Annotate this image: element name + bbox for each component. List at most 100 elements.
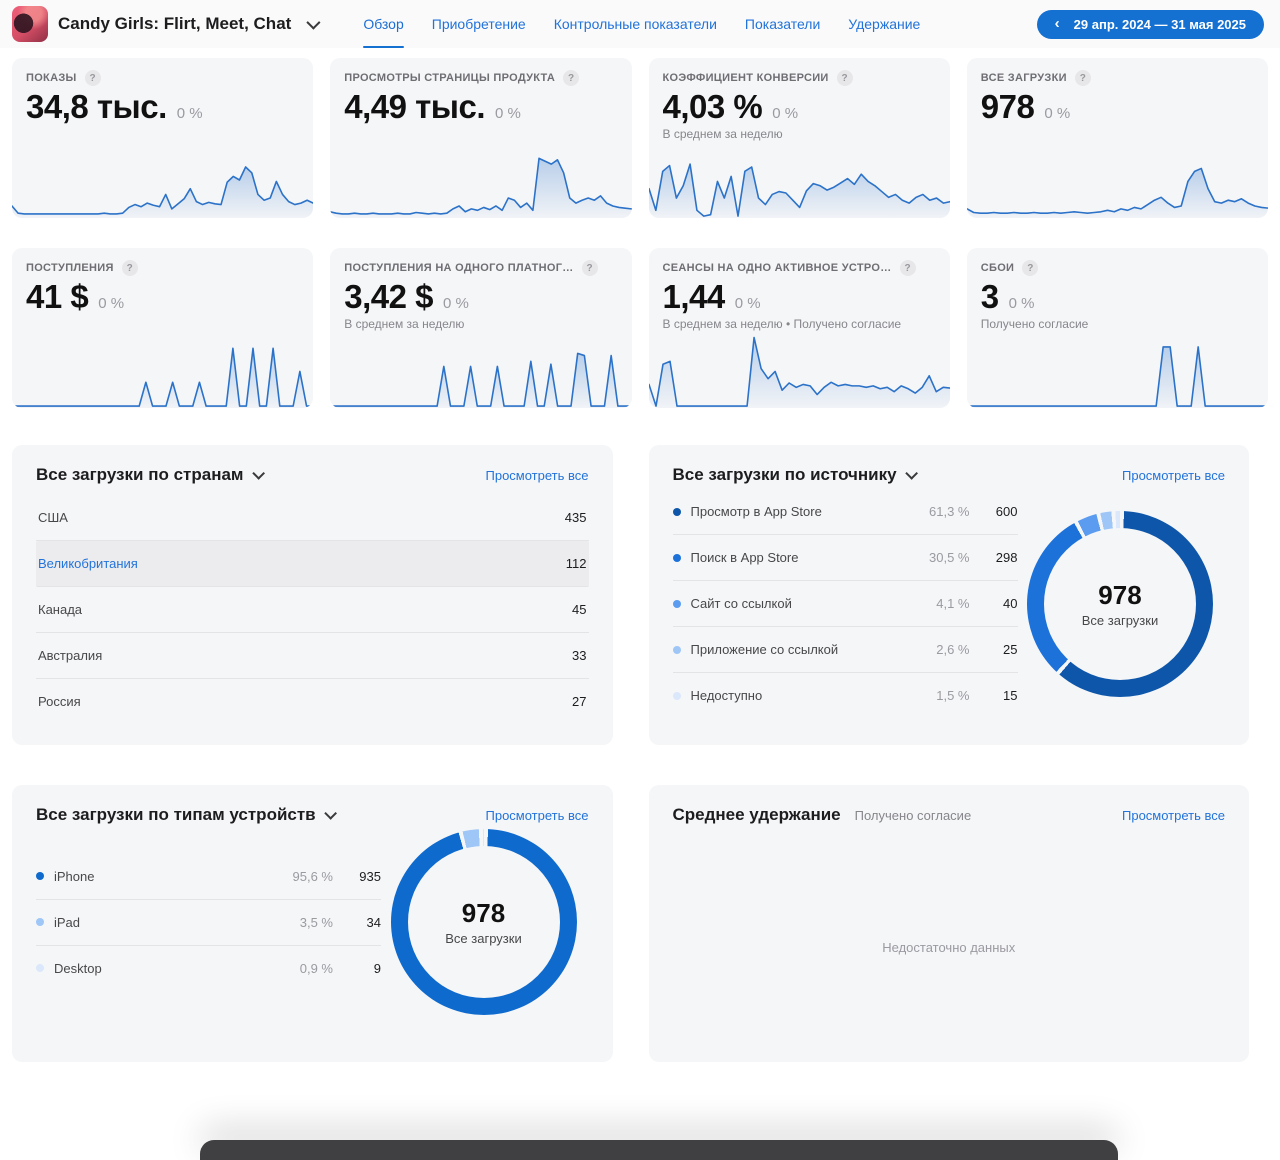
date-range-button[interactable]: ‹ 29 апр. 2024 — 31 мая 2025 — [1036, 9, 1264, 39]
metric-note: В среднем за неделю — [662, 127, 783, 141]
metric-cards-grid: ПОКАЗЫ ? 34,8 тыс. 0 % ПРОСМОТРЫ СТРАНИЦ… — [12, 58, 1268, 408]
metric-card-conversion[interactable]: КОЭФФИЦИЕНТ КОНВЕРСИИ ? 4,03 % 0 % В сре… — [648, 58, 950, 218]
metric-card-downloads[interactable]: ВСЕ ЗАГРУЗКИ ? 978 0 % — [966, 58, 1268, 218]
country-row[interactable]: Австралия 33 — [36, 633, 589, 679]
help-icon[interactable]: ? — [1022, 260, 1039, 276]
legend-dot — [672, 507, 681, 516]
legend-dot — [672, 691, 681, 700]
chevron-down-icon — [323, 806, 337, 820]
metric-card-product-views[interactable]: ПРОСМОТРЫ СТРАНИЦЫ ПРОДУКТА ? 4,49 тыс. … — [330, 58, 632, 218]
metric-title: ПОКАЗЫ — [26, 72, 77, 84]
panels-grid: Все загрузки по странам Просмотреть все … — [12, 445, 1249, 1062]
nav-tabs: Обзор Приобретение Контрольные показател… — [363, 0, 920, 48]
source-row[interactable]: Поиск в App Store 30,5 % 298 — [672, 535, 1018, 581]
metric-delta: 0 % — [176, 105, 203, 122]
help-icon[interactable]: ? — [581, 260, 598, 276]
help-icon[interactable]: ? — [836, 70, 853, 86]
metric-card-proceeds[interactable]: ПОСТУПЛЕНИЯ ? 41 $ 0 % — [12, 248, 314, 408]
metric-card-impressions[interactable]: ПОКАЗЫ ? 34,8 тыс. 0 % — [12, 58, 314, 218]
metric-value: 1,44 — [662, 278, 726, 315]
country-row[interactable]: Канада 45 — [36, 587, 589, 633]
metric-delta: 0 % — [495, 105, 521, 122]
view-all-link[interactable]: Просмотреть все — [485, 807, 589, 823]
sparkline-chart — [330, 142, 632, 218]
help-icon[interactable]: ? — [84, 70, 101, 86]
donut-label: Все загрузки — [1081, 612, 1159, 628]
view-all-link[interactable]: Просмотреть все — [1122, 807, 1225, 823]
view-all-link[interactable]: Просмотреть все — [1122, 467, 1225, 483]
help-icon[interactable]: ? — [899, 260, 916, 276]
app-switcher[interactable]: Candy Girls: Flirt, Meet, Chat — [12, 0, 321, 48]
panel-downloads-by-source: Все загрузки по источнику Просмотреть вс… — [648, 445, 1249, 745]
panel-downloads-by-device: Все загрузки по типам устройств Просмотр… — [12, 785, 613, 1062]
metric-value: 4,03 % — [662, 88, 763, 125]
legend-dot — [36, 964, 44, 972]
metric-title: ВСЕ ЗАГРУЗКИ — [980, 72, 1067, 84]
metric-note: В среднем за неделю • Получено согласие — [662, 317, 902, 331]
metric-card-crashes[interactable]: СБОИ ? 3 0 % Получено согласие — [966, 248, 1268, 408]
tab-overview[interactable]: Обзор — [363, 0, 405, 48]
metric-value: 4,49 тыс. — [344, 88, 486, 125]
legend-dot — [36, 872, 44, 880]
metric-note — [330, 126, 631, 141]
metric-card-proceeds-per-user[interactable]: ПОСТУПЛЕНИЯ НА ОДНОГО ПЛАТНОГ… ? 3,42 $ … — [330, 248, 632, 408]
device-row[interactable]: iPhone 95,6 % 935 — [36, 854, 381, 900]
source-row[interactable]: Приложение со ссылкой 2,6 % 25 — [672, 627, 1018, 673]
panel-title-countries[interactable]: Все загрузки по странам — [36, 465, 265, 485]
metric-card-sessions[interactable]: СЕАНСЫ НА ОДНО АКТИВНОЕ УСТРО… ? 1,44 0 … — [648, 248, 950, 408]
metric-note: В среднем за неделю — [344, 317, 465, 331]
metric-note — [12, 316, 313, 331]
sparkline-chart — [966, 142, 1268, 218]
tab-acquisition[interactable]: Приобретение — [431, 16, 526, 32]
device-list: iPhone 95,6 % 935 iPad 3,5 % 34 Desktop … — [36, 854, 381, 991]
help-icon[interactable]: ? — [563, 70, 580, 86]
metric-delta: 0 % — [98, 295, 125, 312]
empty-state-message: Недостаточно данных — [882, 940, 1016, 956]
chevron-left-icon[interactable]: ‹ — [1054, 15, 1060, 32]
device-row[interactable]: Desktop 0,9 % 9 — [36, 946, 381, 991]
tab-benchmarks[interactable]: Контрольные показатели — [553, 16, 717, 32]
panel-title-devices[interactable]: Все загрузки по типам устройств — [36, 805, 337, 825]
metric-note — [12, 126, 313, 141]
country-row-highlighted[interactable]: Великобритания 112 — [36, 541, 589, 587]
help-icon[interactable]: ? — [121, 260, 138, 276]
chevron-down-icon — [904, 466, 918, 480]
sparkline-chart — [648, 142, 950, 218]
top-bar: Candy Girls: Flirt, Meet, Chat Обзор При… — [0, 0, 1280, 48]
legend-dot — [672, 645, 681, 654]
source-row[interactable]: Просмотр в App Store 61,3 % 600 — [672, 489, 1018, 535]
metric-title: СЕАНСЫ НА ОДНО АКТИВНОЕ УСТРО… — [662, 262, 892, 274]
country-list: США 435 Великобритания 112 Канада 45 Авс… — [36, 495, 589, 724]
metric-note — [967, 126, 1268, 141]
source-row[interactable]: Недоступно 1,5 % 15 — [672, 673, 1018, 718]
app-title: Candy Girls: Flirt, Meet, Chat — [58, 14, 292, 33]
metric-title: ПОСТУПЛЕНИЯ — [26, 262, 114, 274]
device-row[interactable]: iPad 3,5 % 34 — [36, 900, 381, 946]
chevron-down-icon — [306, 15, 321, 30]
date-range-label: 29 апр. 2024 — 31 мая 2025 — [1073, 16, 1246, 32]
sparkline-chart — [12, 332, 314, 408]
donut-label: Все загрузки — [445, 931, 522, 946]
country-row[interactable]: США 435 — [36, 495, 589, 541]
metric-title: КОЭФФИЦИЕНТ КОНВЕРСИИ — [662, 72, 829, 84]
country-row[interactable]: Россия 27 — [38, 694, 587, 709]
source-list: Просмотр в App Store 61,3 % 600 Поиск в … — [672, 489, 1018, 718]
sparkline-chart — [966, 332, 1268, 408]
panel-title-sources[interactable]: Все загрузки по источнику — [673, 465, 918, 485]
metric-title: ПОСТУПЛЕНИЯ НА ОДНОГО ПЛАТНОГ… — [344, 262, 574, 274]
legend-dot — [672, 599, 681, 608]
view-all-link[interactable]: Просмотреть все — [485, 467, 589, 483]
app-icon — [12, 6, 48, 42]
panel-title-retention: Среднее удержание — [672, 805, 841, 824]
metric-title: ПРОСМОТРЫ СТРАНИЦЫ ПРОДУКТА — [344, 72, 556, 84]
tab-metrics[interactable]: Показатели — [744, 16, 821, 32]
help-icon[interactable]: ? — [1074, 70, 1091, 86]
tab-retention[interactable]: Удержание — [848, 16, 921, 32]
legend-dot — [36, 918, 44, 926]
opt-in-note: Получено согласие — [854, 807, 972, 823]
legend-dot — [672, 553, 681, 562]
metric-delta: 0 % — [772, 105, 799, 122]
metric-value: 34,8 тыс. — [26, 88, 167, 125]
source-row[interactable]: Сайт со ссылкой 4,1 % 40 — [672, 581, 1018, 627]
metric-value: 41 $ — [26, 278, 89, 315]
